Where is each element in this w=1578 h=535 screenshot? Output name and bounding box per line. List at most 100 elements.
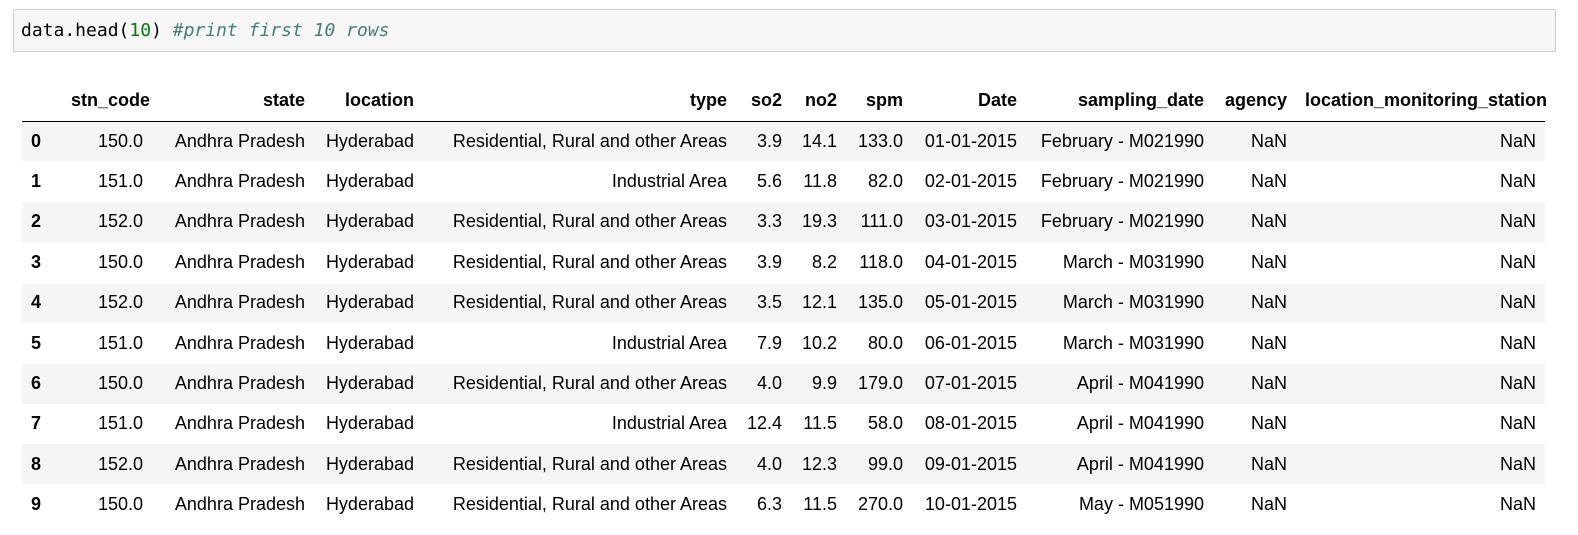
cell-no2: 14.1 bbox=[801, 130, 837, 151]
column-header-stn-code: stn_code bbox=[62, 80, 152, 122]
table-row: 1 151.0 Andhra Pradesh Hyderabad Industrial … bbox=[22, 161, 1545, 202]
cell-so2: 5.6 bbox=[756, 171, 782, 192]
cell-location-monitoring-station: NaN bbox=[1499, 413, 1536, 434]
table-row: 4 152.0 Andhra Pradesh Hyderabad Residential… bbox=[22, 282, 1545, 323]
cell-type: Residential, Rural and other Areas bbox=[452, 373, 727, 394]
cell-location-monitoring-station: NaN bbox=[1499, 373, 1536, 394]
cell-so2: 4.0 bbox=[756, 373, 782, 394]
dataframe-table: stn_code state location type so2 no2 spm Date sa… bbox=[22, 80, 1547, 525]
cell-location-monitoring-station: NaN bbox=[1499, 332, 1536, 353]
code-call-close: ) bbox=[151, 20, 173, 41]
row-index: 4 bbox=[31, 292, 42, 313]
cell-so2: 3.5 bbox=[756, 292, 782, 313]
cell-sampling-date: March - M031990 bbox=[1062, 332, 1204, 353]
cell-type: Industrial Area bbox=[611, 413, 727, 434]
cell-stn-code: 151.0 bbox=[97, 332, 143, 353]
table-row: 8 152.0 Andhra Pradesh Hyderabad Residential… bbox=[22, 444, 1545, 485]
cell-sampling-date: May - M051990 bbox=[1078, 494, 1204, 515]
column-header-so2: so2 bbox=[736, 80, 791, 122]
cell-date: 06-01-2015 bbox=[924, 332, 1017, 353]
column-header-agency: agency bbox=[1213, 80, 1296, 122]
cell-type: Industrial Area bbox=[611, 171, 727, 192]
cell-agency: NaN bbox=[1250, 373, 1287, 394]
cell-date: 02-01-2015 bbox=[924, 171, 1017, 192]
cell-type: Residential, Rural and other Areas bbox=[452, 292, 727, 313]
cell-stn-code: 150.0 bbox=[97, 494, 143, 515]
column-header-location-monitoring-station: location_monitoring_station bbox=[1296, 80, 1547, 122]
cell-agency: NaN bbox=[1250, 292, 1287, 313]
cell-location: Hyderabad bbox=[325, 373, 414, 394]
cell-location: Hyderabad bbox=[325, 292, 414, 313]
cell-stn-code: 152.0 bbox=[97, 453, 143, 474]
output-area: stn_code state location type so2 no2 spm Date sa… bbox=[22, 80, 1547, 525]
column-header-type: type bbox=[423, 80, 736, 122]
cell-spm: 58.0 bbox=[867, 413, 903, 434]
column-header-spm: spm bbox=[846, 80, 912, 122]
cell-state: Andhra Pradesh bbox=[174, 171, 305, 192]
cell-no2: 12.3 bbox=[801, 453, 837, 474]
cell-spm: 99.0 bbox=[867, 453, 903, 474]
table-row: 9 150.0 Andhra Pradesh Hyderabad Residential… bbox=[22, 484, 1545, 525]
cell-agency: NaN bbox=[1250, 332, 1287, 353]
cell-date: 03-01-2015 bbox=[924, 211, 1017, 232]
code-input-cell[interactable]: data.head(10) #print first 10 rows bbox=[13, 9, 1556, 52]
row-index: 7 bbox=[31, 413, 42, 434]
cell-location-monitoring-station: NaN bbox=[1499, 130, 1536, 151]
cell-location-monitoring-station: NaN bbox=[1499, 494, 1536, 515]
cell-location: Hyderabad bbox=[325, 332, 414, 353]
cell-type: Residential, Rural and other Areas bbox=[452, 251, 727, 272]
cell-type: Industrial Area bbox=[611, 332, 727, 353]
cell-stn-code: 150.0 bbox=[97, 373, 143, 394]
cell-location-monitoring-station: NaN bbox=[1499, 292, 1536, 313]
cell-spm: 133.0 bbox=[857, 130, 903, 151]
cell-so2: 12.4 bbox=[746, 413, 782, 434]
cell-sampling-date: February - M021990 bbox=[1040, 130, 1204, 151]
code-call: data.head( bbox=[21, 20, 130, 41]
cell-spm: 135.0 bbox=[857, 292, 903, 313]
cell-no2: 10.2 bbox=[801, 332, 837, 353]
cell-stn-code: 151.0 bbox=[97, 171, 143, 192]
table-row: 2 152.0 Andhra Pradesh Hyderabad Residential… bbox=[22, 201, 1545, 243]
cell-spm: 80.0 bbox=[867, 332, 903, 353]
header-row: stn_code state location type so2 no2 spm Date sa… bbox=[22, 80, 1547, 122]
cell-sampling-date: February - M021990 bbox=[1040, 171, 1204, 192]
cell-location-monitoring-station: NaN bbox=[1499, 171, 1536, 192]
cell-state: Andhra Pradesh bbox=[174, 413, 305, 434]
code-number: 10 bbox=[129, 20, 152, 41]
cell-no2: 9.9 bbox=[811, 373, 837, 394]
header-index bbox=[22, 80, 62, 122]
cell-date: 10-01-2015 bbox=[924, 494, 1017, 515]
cell-date: 08-01-2015 bbox=[924, 413, 1017, 434]
cell-state: Andhra Pradesh bbox=[174, 211, 305, 232]
cell-sampling-date: March - M031990 bbox=[1062, 251, 1204, 272]
cell-stn-code: 150.0 bbox=[97, 130, 143, 151]
cell-so2: 3.9 bbox=[756, 130, 782, 151]
cell-so2: 3.3 bbox=[756, 211, 782, 232]
table-row: 5 151.0 Andhra Pradesh Hyderabad Industrial … bbox=[22, 322, 1545, 364]
cell-sampling-date: April - M041990 bbox=[1076, 453, 1204, 474]
cell-sampling-date: March - M031990 bbox=[1062, 292, 1204, 313]
cell-state: Andhra Pradesh bbox=[174, 494, 305, 515]
cell-location: Hyderabad bbox=[325, 453, 414, 474]
column-header-location: location bbox=[314, 80, 423, 122]
cell-no2: 19.3 bbox=[801, 211, 837, 232]
code-line[interactable]: data.head(10) #print first 10 rows bbox=[21, 20, 390, 42]
cell-agency: NaN bbox=[1250, 171, 1287, 192]
row-index: 1 bbox=[31, 171, 42, 192]
cell-state: Andhra Pradesh bbox=[174, 332, 305, 353]
cell-agency: NaN bbox=[1250, 453, 1287, 474]
table-row: 3 150.0 Andhra Pradesh Hyderabad Residential… bbox=[22, 242, 1545, 283]
cell-location: Hyderabad bbox=[325, 494, 414, 515]
row-index: 9 bbox=[31, 494, 42, 515]
cell-type: Residential, Rural and other Areas bbox=[452, 453, 727, 474]
cell-so2: 6.3 bbox=[756, 494, 782, 515]
cell-agency: NaN bbox=[1250, 494, 1287, 515]
cell-type: Residential, Rural and other Areas bbox=[452, 494, 727, 515]
cell-agency: NaN bbox=[1250, 130, 1287, 151]
cell-sampling-date: February - M021990 bbox=[1040, 211, 1204, 232]
cell-spm: 179.0 bbox=[857, 373, 903, 394]
cell-no2: 11.5 bbox=[803, 494, 837, 515]
cell-sampling-date: April - M041990 bbox=[1076, 373, 1204, 394]
cell-date: 04-01-2015 bbox=[924, 251, 1017, 272]
